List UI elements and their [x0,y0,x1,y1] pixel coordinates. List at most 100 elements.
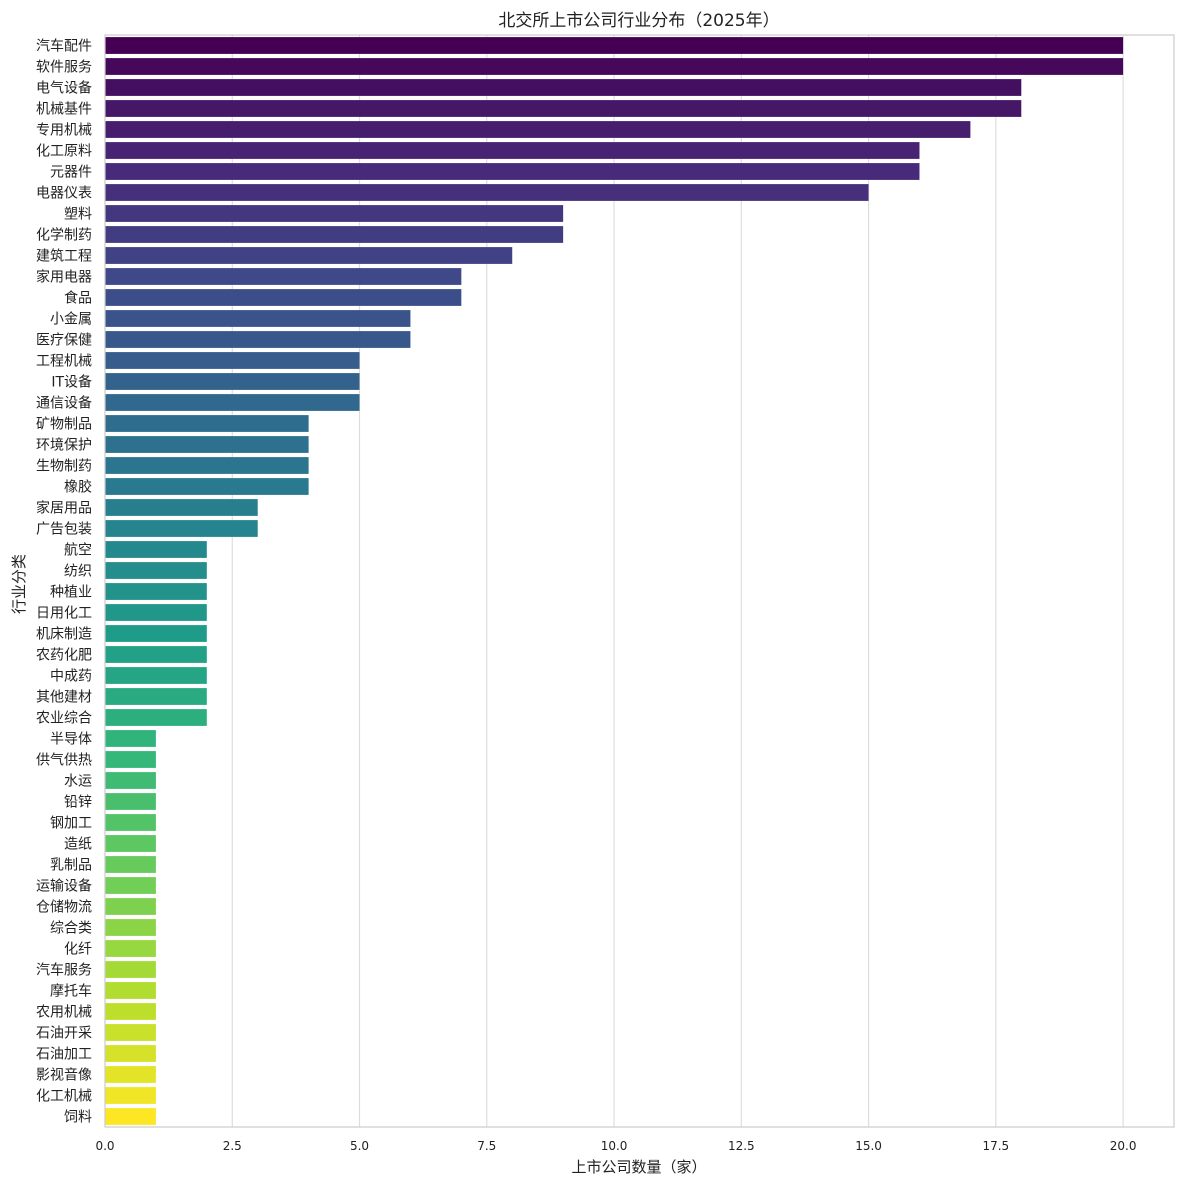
bar [105,1003,156,1020]
category-label: 元器件 [50,165,92,181]
category-label: 摩托车 [50,983,92,1000]
bar [105,772,156,789]
bar [105,604,207,621]
bar [105,1024,156,1041]
category-label: 工程机械 [36,354,92,370]
x-tick-label: 2.5 [223,1139,242,1153]
category-label: 综合类 [50,921,92,937]
x-tick-labels: 0.0 2.5 5.0 7.5 10.0 12.5 15.0 17.5 20.0 [95,1139,1136,1153]
bar [105,583,207,600]
bar [105,793,156,810]
category-label: 电器仪表 [36,186,92,202]
bar [105,667,207,684]
chart-title: 北交所上市公司行业分布（2025年） [498,11,779,31]
bar [105,625,207,642]
category-label: 农用机械 [36,1005,92,1021]
bar [105,394,360,411]
category-label: 化工原料 [36,144,92,160]
bar [105,142,920,159]
category-label: 家居用品 [36,500,92,517]
category-label: 石油加工 [36,1047,92,1063]
bar [105,121,971,138]
category-label: 橡胶 [64,479,92,496]
bar [105,730,156,747]
category-label: IT设备 [51,374,92,391]
category-label: 铅锌 [64,795,92,811]
bar [105,478,309,495]
bar [105,79,1022,96]
category-label: 影视音像 [36,1067,92,1084]
bar [105,268,462,285]
category-label: 专用机械 [36,123,92,139]
bar [105,751,156,768]
bar [105,184,869,201]
bar [105,856,156,873]
x-tick-label: 7.5 [477,1139,496,1153]
bar [105,562,207,579]
category-label: 汽车配件 [36,38,92,55]
x-tick-label: 15.0 [855,1139,882,1153]
category-label: 医疗保健 [36,333,92,349]
bar [105,940,156,957]
x-tick-label: 0.0 [95,1139,114,1153]
category-label: 运输设备 [36,878,92,895]
bar [105,919,156,936]
bar [105,982,156,999]
bar [105,688,207,705]
bar [105,814,156,831]
category-label: 机床制造 [36,627,92,643]
bar [105,877,156,894]
bar [105,457,309,474]
category-label: 造纸 [64,837,92,853]
category-label: 农药化肥 [36,648,92,664]
bar [105,898,156,915]
category-label: 矿物制品 [36,417,92,433]
category-label: 软件服务 [36,60,92,76]
category-label: 化工机械 [36,1089,92,1105]
category-label: 机械基件 [36,101,92,118]
category-label: 其他建材 [36,690,92,706]
category-label: 仓储物流 [36,900,92,916]
bar [105,1108,156,1125]
category-label: 中成药 [50,669,92,685]
category-label: 水运 [64,774,92,790]
category-label: 半导体 [50,732,92,748]
bar [105,226,564,243]
plot-frame [104,34,1175,1128]
x-tick-label: 5.0 [350,1139,369,1153]
x-tick-label: 10.0 [601,1139,628,1153]
bar [105,709,207,726]
category-label: 农业综合 [36,711,92,727]
category-label: 环境保护 [36,438,92,454]
category-label: 乳制品 [50,858,92,874]
category-label: 化纤 [64,942,92,958]
bar [105,373,360,390]
x-tick-label: 12.5 [728,1139,755,1153]
bar [105,247,513,264]
bar [105,352,360,369]
bar [105,646,207,663]
category-labels: 汽车配件软件服务电气设备机械基件专用机械化工原料元器件电器仪表塑料化学制药建筑工… [36,38,92,1126]
bar [105,37,1124,54]
bar [105,499,258,516]
bar [105,1045,156,1062]
category-label: 电气设备 [36,80,92,97]
bar [105,1066,156,1083]
category-label: 建筑工程 [36,249,92,265]
category-label: 小金属 [50,312,92,328]
bar [105,520,258,537]
bars [105,37,1124,1125]
bar [105,415,309,432]
bar [105,310,411,327]
bar [105,289,462,306]
category-label: 供气供热 [36,753,92,769]
category-label: 种植业 [50,585,92,601]
bar [105,1087,156,1104]
bar [105,58,1124,75]
category-label: 日用化工 [36,606,92,622]
y-axis-label: 行业分类 [10,554,28,614]
category-label: 航空 [64,543,92,559]
bar [105,436,309,453]
category-label: 通信设备 [36,395,92,412]
